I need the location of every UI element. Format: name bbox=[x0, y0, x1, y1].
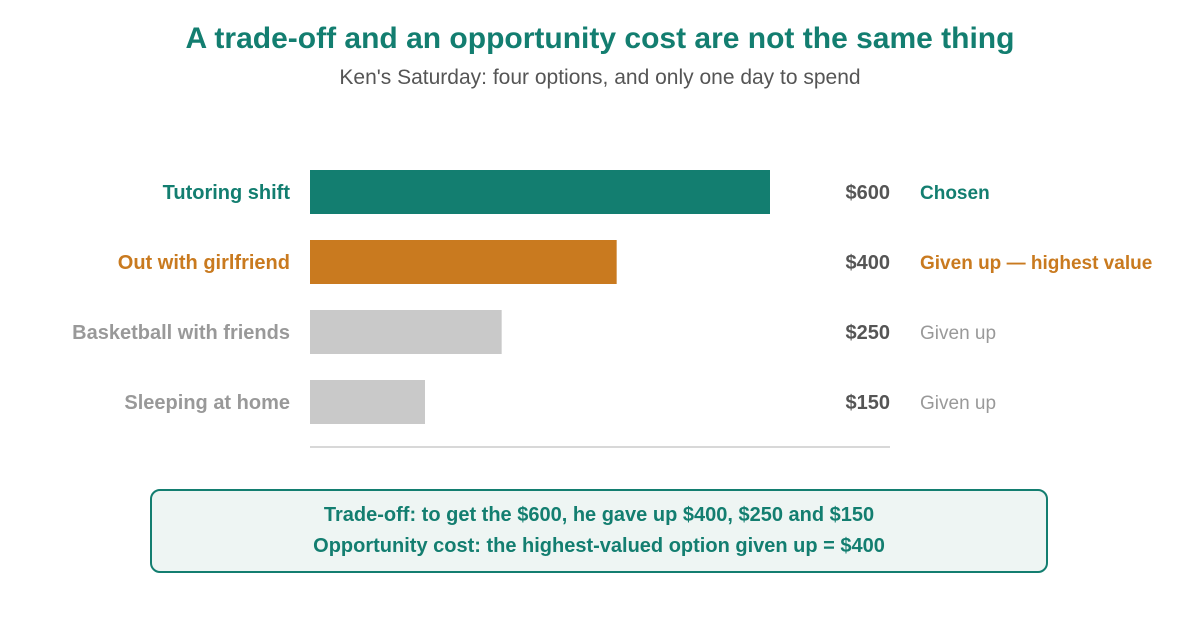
value-label: $250 bbox=[846, 322, 891, 344]
chart-title: A trade-off and an opportunity cost are … bbox=[185, 22, 1015, 55]
status-label: Given up bbox=[920, 323, 996, 344]
category-label: Sleeping at home bbox=[124, 392, 290, 414]
category-label: Tutoring shift bbox=[163, 182, 291, 204]
bar bbox=[310, 380, 425, 424]
category-label: Basketball with friends bbox=[72, 322, 290, 344]
bar-chart: Tutoring shift $600 Chosen Out with girlfri… bbox=[72, 170, 1152, 448]
value-label: $600 bbox=[846, 182, 891, 204]
bar bbox=[310, 310, 502, 354]
opportunity-cost-summary: Opportunity cost: the highest-valued opt… bbox=[313, 535, 885, 557]
value-label: $400 bbox=[846, 252, 891, 274]
chart-subtitle: Ken's Saturday: four options, and only o… bbox=[339, 66, 861, 89]
status-label: Chosen bbox=[920, 183, 990, 204]
trade-off-summary: Trade-off: to get the $600, he gave up $… bbox=[323, 504, 875, 526]
bar bbox=[310, 170, 770, 214]
value-label: $150 bbox=[846, 392, 891, 414]
status-label: Given up — highest value bbox=[920, 253, 1152, 274]
status-label: Given up bbox=[920, 393, 996, 414]
bar bbox=[310, 240, 617, 284]
category-label: Out with girlfriend bbox=[118, 252, 290, 274]
summary-callout: Trade-off: to get the $600, he gave up $… bbox=[150, 489, 1048, 573]
